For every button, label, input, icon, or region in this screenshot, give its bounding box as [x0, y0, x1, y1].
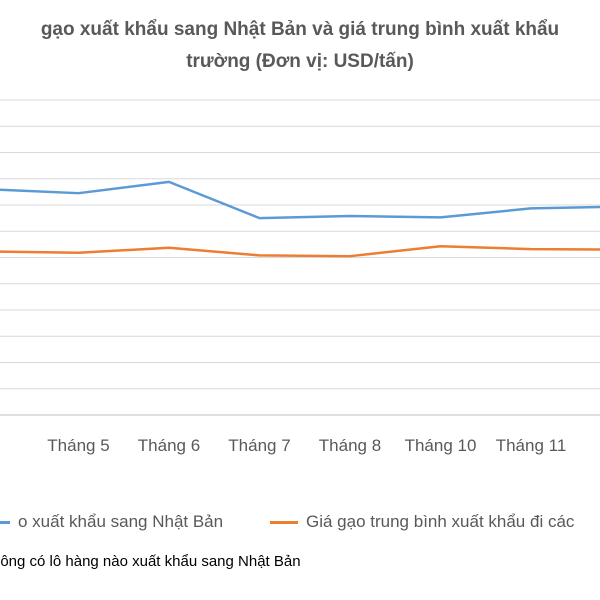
- x-tick-label: Tháng 8: [319, 436, 381, 455]
- chart-title-line-2: trường (Đơn vị: USD/tấn): [186, 51, 414, 72]
- x-tick-label: Tháng 7: [228, 436, 290, 455]
- legend-swatch-series-1: [0, 520, 10, 524]
- legend-item-series-2: Giá gạo trung bình xuất khẩu đi các: [270, 512, 574, 532]
- chart-title-line-1: gạo xuất khẩu sang Nhật Bản và giá trung…: [40, 19, 560, 40]
- x-tick-label: Tháng 5: [47, 436, 109, 455]
- x-tick-label: Tháng 11: [496, 436, 567, 455]
- chart-footnote: hông có lô hàng nào xuất khẩu sang Nhật …: [0, 553, 301, 570]
- series-2-line: [0, 244, 600, 258]
- legend-label-series-2: Giá gạo trung bình xuất khẩu đi các: [306, 512, 575, 531]
- x-tick-label: Tháng 6: [138, 436, 200, 455]
- chart-title: gạo xuất khẩu sang Nhật Bản và giá trung…: [0, 14, 600, 78]
- x-tick-label: Tháng 10: [405, 436, 477, 455]
- legend-swatch-series-2: [270, 520, 298, 524]
- series-1-line: [0, 180, 600, 220]
- legend-label-series-1: o xuất khẩu sang Nhật Bản: [18, 512, 224, 531]
- legend-item-series-1: o xuất khẩu sang Nhật Bản: [0, 512, 223, 532]
- chart-legend: o xuất khẩu sang Nhật Bản Giá gạo trung …: [0, 512, 600, 540]
